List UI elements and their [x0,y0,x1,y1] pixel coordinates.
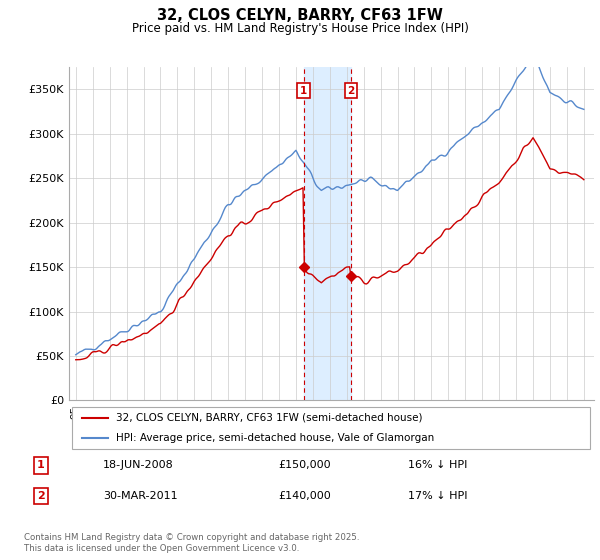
Text: 1: 1 [37,460,45,470]
Text: 17% ↓ HPI: 17% ↓ HPI [407,491,467,501]
Text: 32, CLOS CELYN, BARRY, CF63 1FW (semi-detached house): 32, CLOS CELYN, BARRY, CF63 1FW (semi-de… [116,413,423,423]
Text: 18-JUN-2008: 18-JUN-2008 [103,460,174,470]
Text: HPI: Average price, semi-detached house, Vale of Glamorgan: HPI: Average price, semi-detached house,… [116,433,434,444]
Text: 1: 1 [300,86,307,96]
Text: £140,000: £140,000 [278,491,331,501]
Text: 2: 2 [37,491,45,501]
Text: Price paid vs. HM Land Registry's House Price Index (HPI): Price paid vs. HM Land Registry's House … [131,22,469,35]
Text: Contains HM Land Registry data © Crown copyright and database right 2025.
This d: Contains HM Land Registry data © Crown c… [24,533,359,553]
Text: 30-MAR-2011: 30-MAR-2011 [103,491,178,501]
Bar [304,67,351,400]
Text: 32, CLOS CELYN, BARRY, CF63 1FW: 32, CLOS CELYN, BARRY, CF63 1FW [157,8,443,24]
FancyBboxPatch shape [71,407,590,449]
Text: £150,000: £150,000 [278,460,331,470]
Text: 2: 2 [347,86,355,96]
Text: 16% ↓ HPI: 16% ↓ HPI [407,460,467,470]
